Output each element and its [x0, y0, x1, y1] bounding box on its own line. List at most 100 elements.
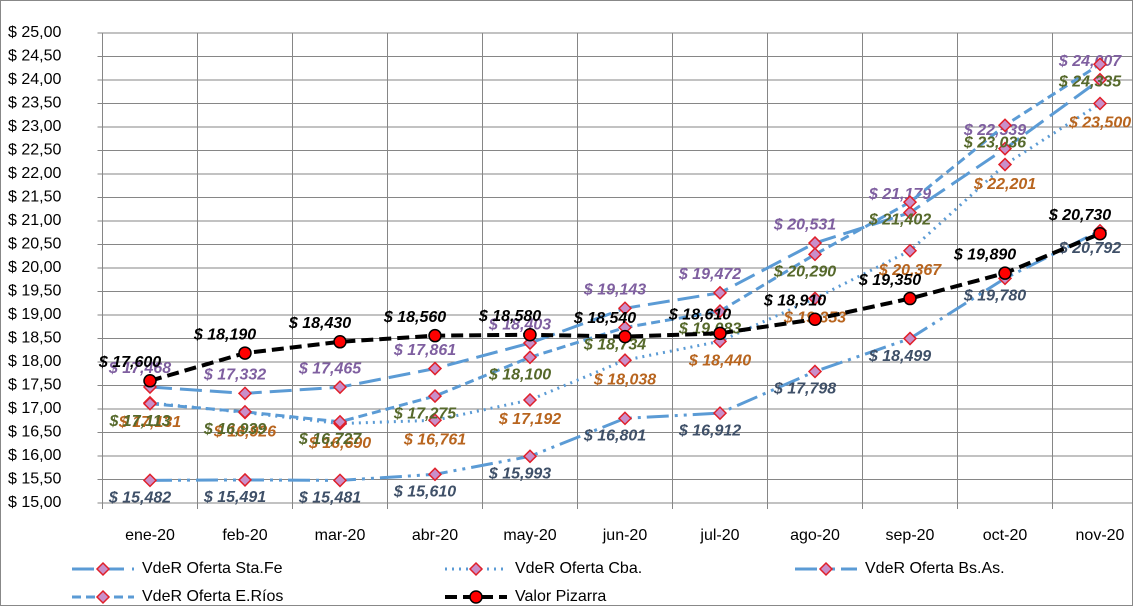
x-tick-label: jun-20	[602, 527, 648, 544]
marker	[807, 291, 823, 306]
marker	[332, 380, 348, 395]
x-tick-label: sep-20	[886, 527, 935, 544]
marker	[807, 247, 823, 262]
marker	[522, 392, 538, 408]
value-label: $ 20,531	[773, 216, 836, 233]
marker	[427, 361, 443, 376]
marker	[143, 374, 157, 388]
value-label: $ 18,540	[573, 310, 636, 327]
marker	[902, 205, 918, 220]
value-label: $ 20,730	[1048, 207, 1111, 224]
marker	[808, 312, 822, 326]
marker	[142, 473, 158, 488]
value-label: $ 16,690	[308, 435, 371, 452]
marker	[902, 243, 918, 258]
marker	[332, 414, 348, 429]
marker	[1093, 226, 1107, 241]
marker	[1092, 72, 1108, 87]
marker	[332, 473, 348, 488]
value-label: $ 15,610	[393, 484, 456, 501]
value-label: $ 22,201	[973, 176, 1036, 193]
marker	[712, 304, 728, 319]
y-tick-label: $ 21,50	[8, 189, 61, 206]
marker	[617, 411, 633, 426]
y-tick-label: $ 20,00	[8, 259, 61, 276]
value-label: $ 17,468	[108, 360, 171, 377]
value-label: $ 19,890	[953, 246, 1016, 263]
value-label: $ 18,403	[488, 316, 551, 333]
marker	[997, 157, 1013, 172]
value-label: $ 17,131	[118, 414, 181, 431]
value-label: $ 20,290	[773, 264, 836, 281]
legend-marker	[469, 590, 483, 604]
y-tick-label: $ 19,50	[8, 283, 61, 300]
x-tick-label: jul-20	[699, 527, 739, 544]
marker	[903, 291, 917, 306]
marker	[238, 346, 252, 360]
value-label: $ 18,190	[193, 326, 256, 343]
series-line	[149, 229, 1101, 482]
y-tick-label: $ 15,50	[8, 471, 61, 488]
marker	[237, 472, 253, 487]
value-label: $ 18,038	[593, 371, 656, 388]
value-label: $ 15,491	[203, 489, 266, 506]
y-tick-label: $ 25,00	[8, 24, 61, 41]
value-label: $ 19,350	[858, 272, 921, 289]
marker	[142, 396, 158, 411]
value-label: $ 20,792	[1058, 240, 1121, 257]
y-tick-label: $ 19,00	[8, 306, 61, 323]
marker	[617, 353, 633, 368]
value-label: $ 16,801	[583, 428, 646, 445]
value-label: $ 17,861	[393, 342, 456, 359]
marker	[1092, 96, 1108, 111]
value-label: $ 21,402	[868, 211, 931, 228]
value-label: $ 17,275	[393, 405, 457, 422]
value-label: $ 18,100	[488, 367, 551, 384]
marker	[807, 364, 823, 379]
y-tick-label: $ 23,00	[8, 118, 61, 135]
marker	[998, 266, 1012, 280]
marker	[1092, 57, 1108, 72]
value-label: $ 16,727	[298, 431, 362, 448]
marker	[522, 449, 538, 464]
value-label: $ 17,192	[498, 411, 561, 428]
value-label: $ 15,481	[298, 490, 361, 507]
y-tick-label: $ 18,00	[8, 353, 61, 370]
value-label: $ 17,465	[298, 360, 362, 377]
value-label: $ 16,939	[203, 421, 266, 438]
marker	[712, 285, 728, 300]
value-label: $ 17,600	[98, 354, 161, 371]
marker	[333, 335, 347, 349]
legend-marker	[818, 561, 834, 577]
marker	[427, 389, 443, 404]
value-label: $ 24,335	[1058, 73, 1122, 90]
value-label: $ 19,472	[678, 266, 741, 283]
marker	[618, 329, 632, 344]
y-tick-label: $ 24,50	[8, 48, 61, 65]
value-label: $ 18,499	[868, 348, 931, 365]
y-tick-label: $ 17,00	[8, 400, 61, 417]
value-label: $ 16,926	[213, 424, 276, 441]
marker	[427, 467, 443, 482]
x-tick-label: abr-20	[412, 527, 458, 544]
legend-marker	[468, 561, 484, 577]
y-tick-label: $ 22,00	[8, 165, 61, 182]
value-label: $ 18,910	[763, 292, 826, 309]
value-label: $ 18,580	[478, 308, 541, 325]
legend-marker	[95, 589, 111, 605]
y-tick-label: $ 16,00	[8, 447, 61, 464]
y-tick-label: $ 22,50	[8, 142, 61, 159]
value-label: $ 20,367	[878, 262, 942, 279]
value-label: $ 23,036	[963, 135, 1026, 152]
y-tick-label: $ 18,50	[8, 330, 61, 347]
marker	[523, 327, 537, 342]
value-label: $ 18,734	[583, 337, 646, 354]
x-tick-label: oct-20	[983, 527, 1028, 544]
marker	[237, 404, 253, 419]
value-label: $ 19,780	[963, 288, 1026, 305]
value-label: $ 16,761	[403, 431, 466, 448]
value-label: $ 17,113	[108, 413, 170, 430]
marker	[902, 195, 918, 210]
y-tick-label: $ 23,50	[8, 95, 61, 112]
legend-label: VdeR Oferta Bs.As.	[865, 560, 1005, 577]
